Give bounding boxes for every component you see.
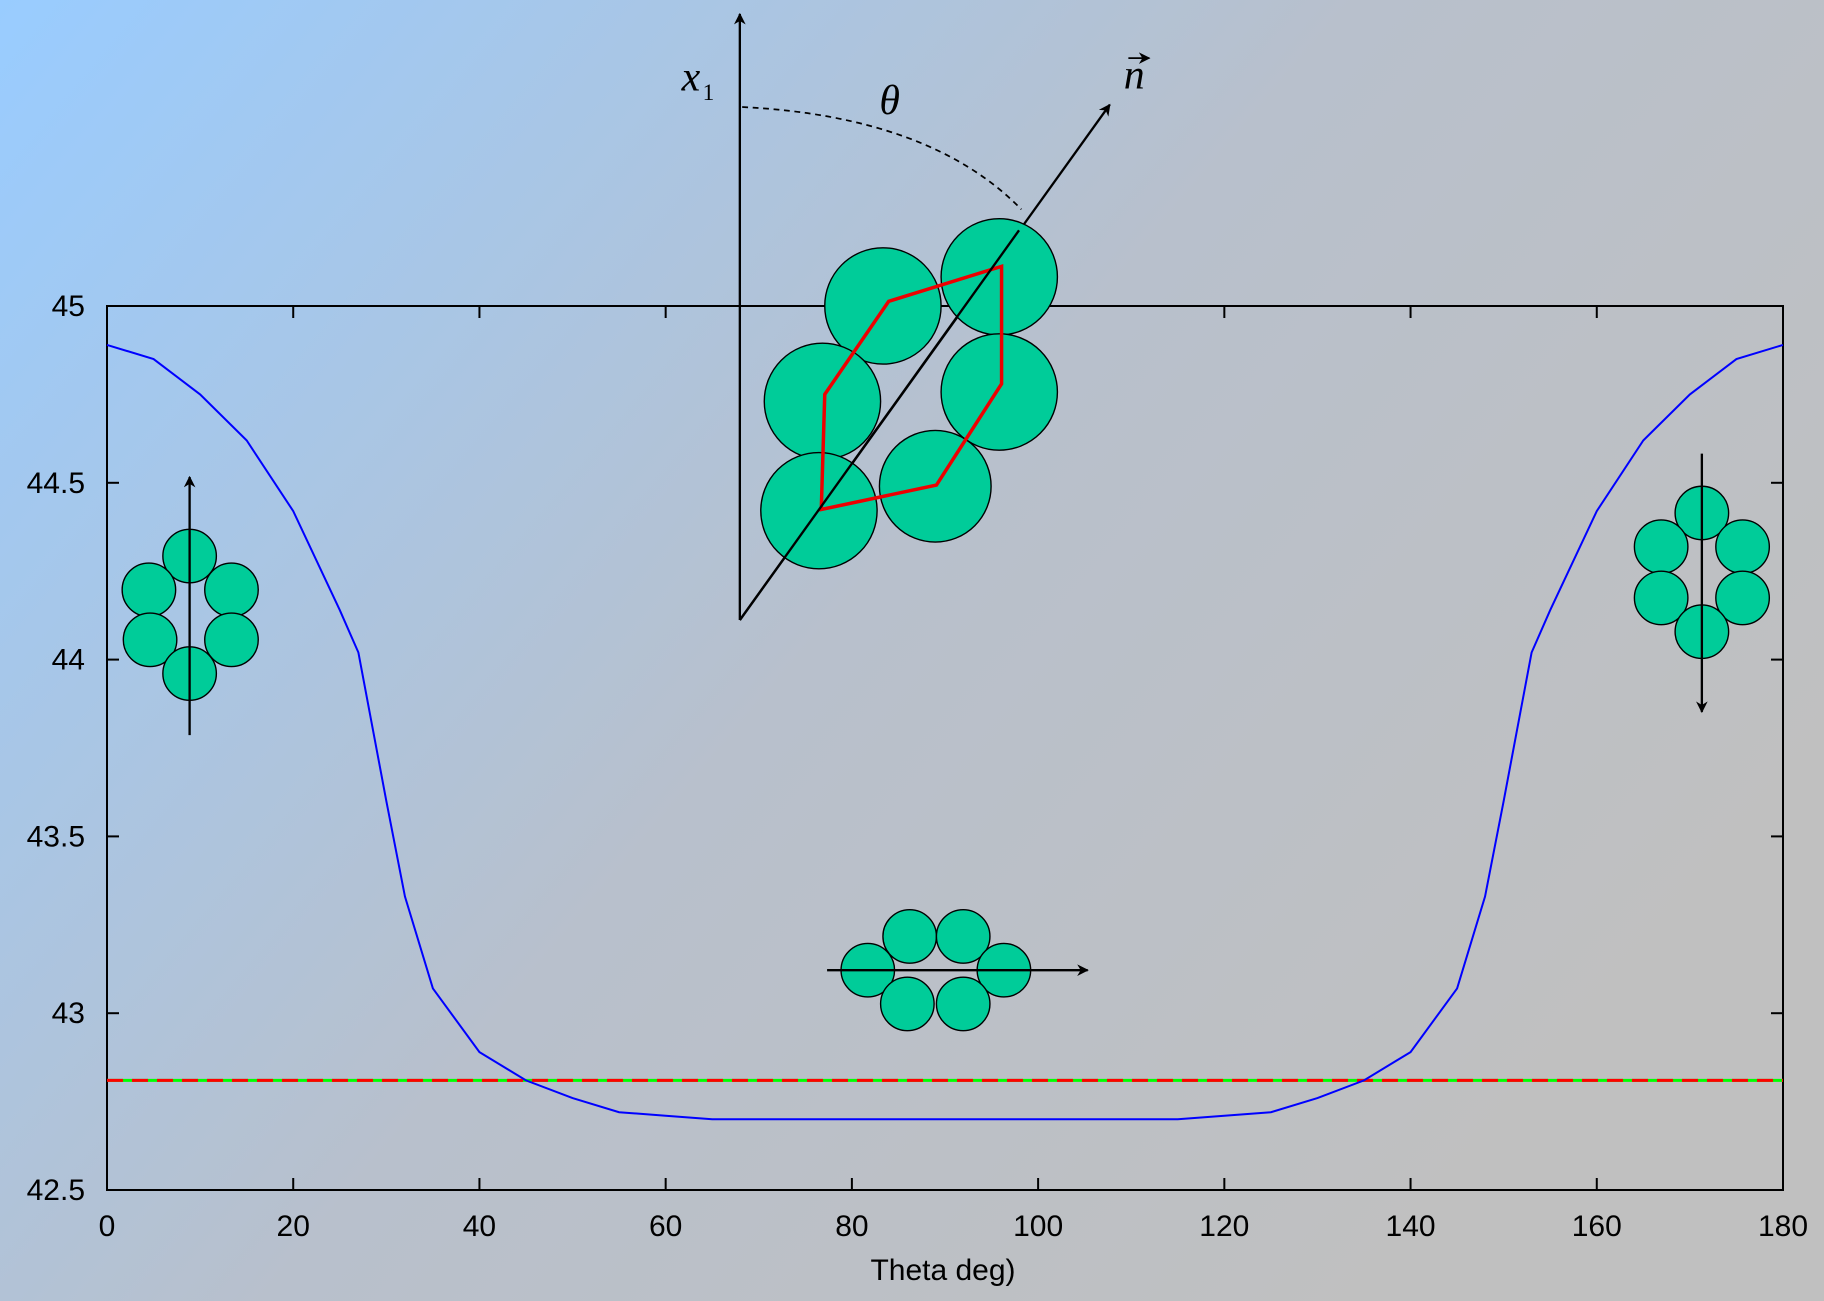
big-cluster	[738, 217, 1059, 621]
angle-arc	[742, 106, 1022, 210]
y-tick-label: 42.5	[27, 1174, 85, 1207]
x-tick-label: 120	[1199, 1210, 1249, 1243]
diagram: x 1 θ n	[121, 12, 1771, 1032]
x1-label: x	[681, 55, 701, 101]
x-tick-label: 140	[1386, 1210, 1436, 1243]
left-cluster	[121, 475, 259, 736]
x-tick-label: 80	[835, 1210, 868, 1243]
x-tick-label: 20	[277, 1210, 310, 1243]
x-tick-label: 160	[1572, 1210, 1622, 1243]
x-tick-label: 180	[1758, 1210, 1808, 1243]
x1-subscript: 1	[703, 80, 715, 106]
right-cluster	[1633, 453, 1771, 714]
x-tick-label: 0	[99, 1210, 116, 1243]
y-tick-label: 44.5	[27, 467, 85, 500]
bottom-cluster	[827, 908, 1089, 1032]
plot-frame	[106, 305, 1784, 1191]
y-tick-label: 44	[52, 644, 85, 677]
n-label: n	[1124, 52, 1145, 98]
x-axis-title: Theta deg)	[870, 1254, 1015, 1287]
y-tick-label: 43	[52, 997, 85, 1030]
x-tick-label: 40	[463, 1210, 496, 1243]
x-tick-label: 60	[649, 1210, 682, 1243]
x-tick-label: 100	[1013, 1210, 1063, 1243]
plot-area: 42.5 43 43.5 44 44.5 45 0 20 40 60 80 100 120 140 160 1…	[27, 290, 1808, 1287]
data-line	[106, 343, 1784, 1121]
y-tick-label: 43.5	[27, 820, 85, 853]
theta-label: θ	[879, 78, 900, 124]
y-tick-label: 45	[52, 290, 85, 323]
